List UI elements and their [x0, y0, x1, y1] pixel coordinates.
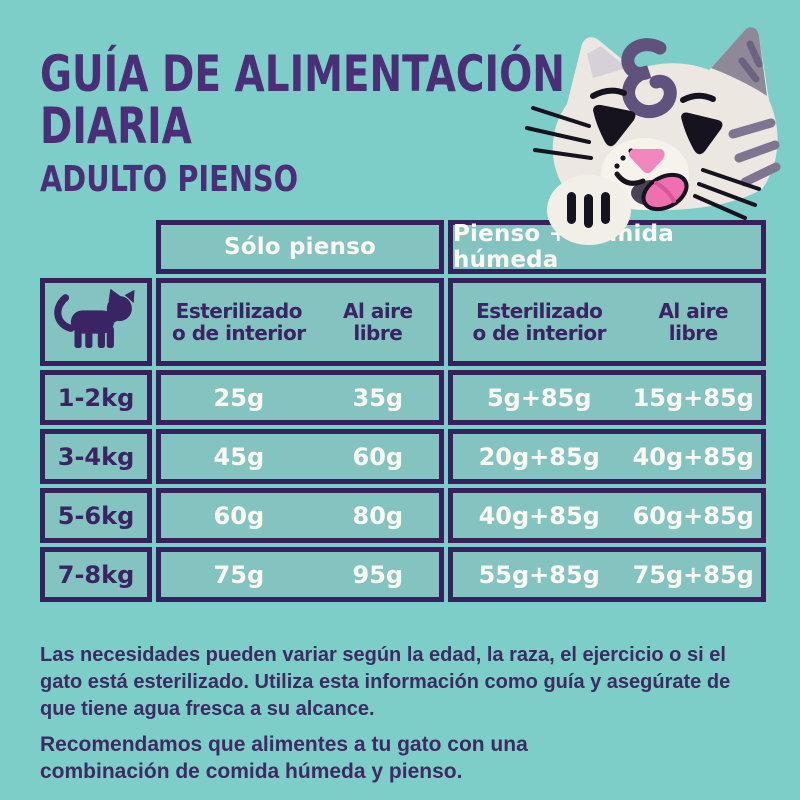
sub-header-outdoor: Al aire libre	[658, 299, 729, 345]
sub-header-cell-mix: Esterilizado o de interior Al aire libre	[448, 278, 766, 366]
group-header-label: Pienso + Comida húmeda	[453, 221, 675, 273]
page-title-line1: GUÍA DE ALIMENTACIÓN	[40, 45, 565, 103]
weight-label: 3-4kg	[57, 442, 135, 471]
sub-header-sterilized: Esterilizado o de interior	[172, 299, 306, 345]
cat-eyebrows	[590, 87, 627, 99]
footnote-variability: Las necesidades pueden variar según la e…	[40, 644, 731, 720]
sub-header-cell-solo: Esterilizado o de interior Al aire libre	[156, 278, 444, 366]
data-cell-solo: 25g 35g	[156, 370, 444, 425]
data-cell-mix: 40g+85g 60g+85g	[448, 488, 766, 543]
value-mix-sterilized: 20g+85g	[478, 442, 600, 471]
spacer-cell	[40, 220, 152, 274]
sub-header-sterilized: Esterilizado o de interior	[472, 299, 607, 345]
cat-mouth-line	[614, 171, 646, 186]
value-mix-sterilized: 40g+85g	[478, 501, 600, 530]
sub-header-outdoor: Al aire libre	[343, 299, 413, 345]
value-solo-sterilized: 45g	[213, 442, 265, 471]
cat-silhouette-icon	[54, 288, 135, 349]
data-cell-solo: 75g 95g	[156, 547, 444, 602]
weight-cell: 5-6kg	[40, 488, 152, 543]
footnote-recommendation: Recomendamos que alimentes a tu gato con…	[40, 733, 528, 783]
value-solo-outdoor: 60g	[352, 442, 404, 471]
weight-cell: 1-2kg	[40, 370, 152, 425]
cat-whiskers	[525, 106, 761, 220]
page-subtitle: ADULTO PIENSO	[40, 159, 299, 200]
cat-nose	[629, 149, 665, 174]
value-solo-sterilized: 75g	[213, 560, 265, 589]
weight-cell: 7-8kg	[40, 547, 152, 602]
value-solo-sterilized: 25g	[213, 383, 265, 412]
value-solo-outdoor: 80g	[352, 501, 404, 530]
data-cell-mix: 20g+85g 40g+85g	[448, 429, 766, 484]
weight-label: 7-8kg	[57, 560, 135, 589]
cat-icon-cell	[40, 278, 152, 366]
data-cell-mix: 55g+85g 75g+85g	[448, 547, 766, 602]
value-mix-outdoor: 60g+85g	[632, 501, 754, 530]
value-solo-sterilized: 60g	[213, 501, 265, 530]
value-solo-outdoor: 95g	[352, 560, 404, 589]
cat-left-ear-shading	[587, 46, 627, 78]
page-title: GUÍA DE ALIMENTACIÓN DIARIA	[40, 48, 565, 152]
group-header-label: Sólo pienso	[223, 234, 377, 260]
page-title-line2: DIARIA	[40, 97, 192, 155]
data-cell-solo: 60g 80g	[156, 488, 444, 543]
weight-cell: 3-4kg	[40, 429, 152, 484]
value-solo-outdoor: 35g	[352, 383, 404, 412]
data-cell-solo: 45g 60g	[156, 429, 444, 484]
value-mix-outdoor: 15g+85g	[632, 383, 754, 412]
feeding-table: Sólo pienso Pienso + Comida húmeda	[40, 220, 766, 602]
value-mix-sterilized: 5g+85g	[486, 383, 592, 412]
data-cell-mix: 5g+85g 15g+85g	[448, 370, 766, 425]
cat-peeking-illustration	[525, 27, 781, 245]
cat-cheek-stripes	[728, 118, 776, 139]
value-mix-outdoor: 75g+85g	[632, 560, 754, 589]
group-header-solo-pienso: Sólo pienso	[156, 220, 444, 274]
weight-label: 5-6kg	[57, 501, 135, 530]
weight-label: 1-2kg	[57, 383, 135, 412]
cat-ampersand-marking	[621, 38, 677, 119]
value-mix-outdoor: 40g+85g	[632, 442, 754, 471]
value-mix-sterilized: 55g+85g	[478, 560, 600, 589]
cat-eyes	[593, 104, 636, 147]
